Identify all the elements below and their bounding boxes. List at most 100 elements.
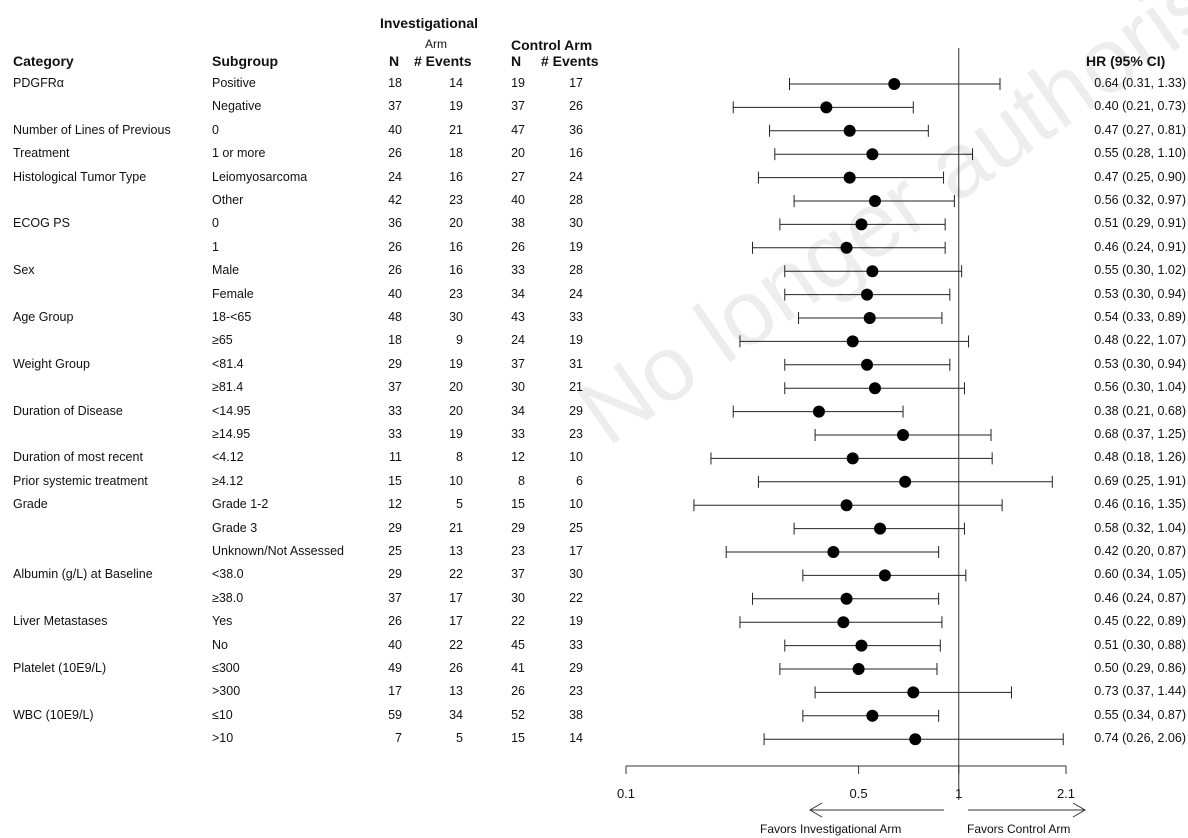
row-subgroup: <14.95 — [212, 403, 251, 418]
row-category: Number of Lines of Previous — [13, 122, 171, 137]
header-inv-events: # Events — [414, 53, 472, 69]
row-inv-events: 26 — [449, 661, 463, 675]
row-subgroup: 1 — [212, 239, 219, 254]
row-inv-n: 15 — [388, 473, 402, 488]
hr-point — [846, 452, 859, 465]
row-subgroup: Negative — [212, 99, 262, 114]
hr-point — [897, 429, 910, 441]
row-ctl-n: 37 — [511, 567, 525, 582]
row-ctl-events: 23 — [569, 684, 583, 699]
row-inv-events: 9 — [456, 333, 463, 348]
row-hr-ci: 0.53 (0.30, 0.94) — [1094, 356, 1186, 371]
header-ctl-events: # Events — [541, 53, 599, 69]
row-inv-n: 18 — [388, 333, 402, 348]
hr-point — [855, 218, 868, 231]
row-subgroup: Positive — [212, 76, 256, 90]
header-investigational-arm: Arm — [425, 37, 447, 51]
row-subgroup: Grade 3 — [212, 520, 258, 535]
row-ctl-events: 38 — [569, 707, 583, 722]
hr-point — [812, 405, 825, 418]
row-ctl-n: 12 — [511, 450, 525, 465]
row-ctl-n: 24 — [511, 333, 525, 348]
row-inv-events: 22 — [449, 567, 463, 582]
row-ctl-n: 45 — [511, 637, 525, 652]
row-category: Histological Tumor Type — [13, 169, 147, 184]
row-subgroup: Male — [212, 263, 240, 278]
row-inv-events: 23 — [449, 286, 463, 301]
row-ctl-events: 28 — [569, 263, 583, 278]
row-ctl-events: 21 — [569, 380, 583, 395]
hr-point — [827, 546, 840, 558]
hr-point — [866, 709, 879, 722]
row-subgroup: >10 — [212, 731, 234, 746]
row-ctl-n: 27 — [511, 169, 525, 184]
row-ctl-events: 23 — [569, 427, 583, 441]
row-inv-n: 40 — [388, 122, 402, 137]
row-ctl-n: 29 — [511, 520, 525, 535]
row-inv-events: 19 — [449, 356, 463, 371]
row-category: WBC (10E9/L) — [13, 707, 94, 722]
row-ctl-n: 33 — [511, 263, 525, 278]
row-hr-ci: 0.46 (0.24, 0.87) — [1094, 590, 1186, 605]
row-hr-ci: 0.60 (0.34, 1.05) — [1094, 567, 1186, 582]
row-inv-events: 17 — [449, 614, 463, 629]
row-inv-n: 59 — [388, 707, 402, 722]
row-subgroup: >300 — [212, 684, 241, 699]
x-tick-label: 2.1 — [1057, 786, 1075, 801]
hr-point — [899, 475, 912, 488]
header-category: Category — [13, 53, 74, 69]
row-category: Treatment — [13, 146, 70, 161]
row-subgroup: Female — [212, 286, 254, 301]
row-ctl-events: 24 — [569, 286, 583, 301]
header-subgroup: Subgroup — [212, 53, 279, 69]
row-ctl-events: 31 — [569, 356, 583, 371]
header-inv-n: N — [389, 53, 400, 69]
row-category: Liver Metastases — [13, 614, 108, 629]
favors-control-label: Favors Control Arm — [967, 822, 1071, 836]
row-hr-ci: 0.54 (0.33, 0.89) — [1094, 310, 1186, 324]
row-inv-n: 17 — [388, 684, 402, 699]
row-hr-ci: 0.69 (0.25, 1.91) — [1094, 473, 1186, 488]
row-ctl-n: 22 — [511, 614, 525, 629]
row-inv-events: 19 — [449, 427, 463, 441]
row-hr-ci: 0.47 (0.27, 0.81) — [1094, 122, 1186, 137]
row-ctl-n: 38 — [511, 216, 525, 231]
row-inv-events: 16 — [449, 169, 463, 184]
hr-point — [837, 616, 850, 629]
row-hr-ci: 0.58 (0.32, 1.04) — [1094, 520, 1186, 535]
row-ctl-n: 15 — [511, 497, 525, 512]
row-inv-events: 20 — [449, 380, 463, 395]
row-hr-ci: 0.55 (0.34, 0.87) — [1094, 707, 1186, 722]
row-ctl-events: 29 — [569, 403, 583, 418]
row-inv-n: 37 — [388, 380, 402, 395]
row-ctl-events: 33 — [569, 637, 583, 652]
row-subgroup: ≤10 — [212, 707, 233, 722]
row-hr-ci: 0.56 (0.30, 1.04) — [1094, 380, 1186, 395]
hr-point — [907, 686, 920, 699]
row-inv-events: 20 — [449, 216, 463, 231]
hr-point — [840, 241, 853, 254]
row-subgroup: ≤300 — [212, 661, 240, 675]
row-subgroup: <38.0 — [212, 567, 244, 582]
row-ctl-events: 19 — [569, 614, 583, 629]
row-inv-events: 20 — [449, 403, 463, 418]
row-subgroup: <81.4 — [212, 356, 244, 371]
row-hr-ci: 0.50 (0.29, 0.86) — [1094, 661, 1186, 675]
row-hr-ci: 0.51 (0.30, 0.88) — [1094, 637, 1186, 652]
row-inv-events: 16 — [449, 239, 463, 254]
hr-point — [868, 195, 881, 207]
row-category: Duration of Disease — [13, 403, 123, 418]
hr-point — [866, 148, 879, 161]
row-inv-events: 19 — [449, 99, 463, 114]
row-ctl-n: 47 — [511, 122, 525, 137]
hr-point — [878, 569, 891, 582]
row-ctl-n: 30 — [511, 380, 525, 395]
row-inv-n: 33 — [388, 403, 402, 418]
row-inv-n: 25 — [388, 544, 402, 558]
row-inv-n: 48 — [388, 310, 402, 324]
row-subgroup: 1 or more — [212, 146, 266, 161]
row-category: Grade — [13, 497, 48, 512]
row-inv-n: 18 — [388, 76, 402, 90]
row-ctl-events: 30 — [569, 216, 583, 231]
